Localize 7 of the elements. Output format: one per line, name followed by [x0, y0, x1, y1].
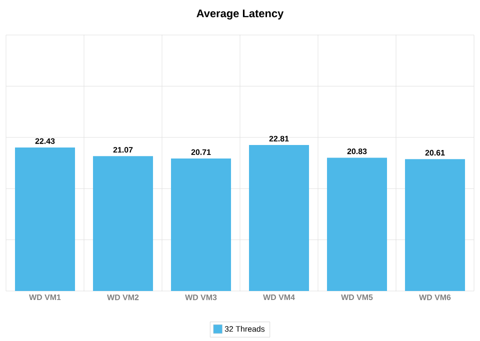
bar	[327, 158, 388, 291]
bar	[249, 145, 310, 291]
bar	[15, 147, 75, 291]
bar	[93, 156, 154, 291]
chart-title: Average Latency	[196, 10, 284, 20]
bar	[171, 158, 232, 291]
bar	[405, 159, 466, 291]
